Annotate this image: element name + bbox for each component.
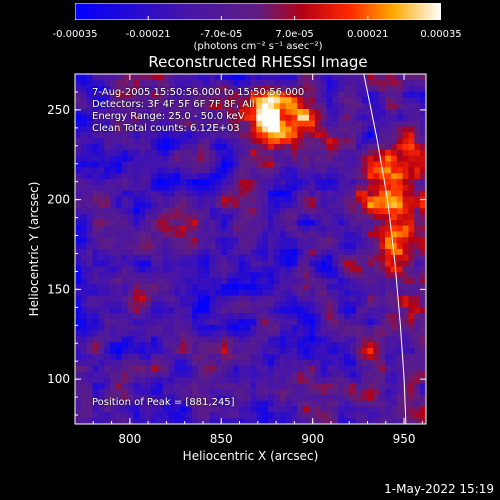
colorbar-tick-label: -0.00035 xyxy=(52,29,98,40)
colorbar-tick-label: 7.0e-05 xyxy=(275,29,314,40)
energy-range-label: Energy Range: 25.0 - 50.0 keV xyxy=(92,111,245,122)
y-tick-label: 250 xyxy=(47,103,70,117)
colorbar-tick-label: -7.0e-05 xyxy=(200,29,243,40)
colorbar-tick-label: -0.00021 xyxy=(125,29,171,40)
footer-date: 1-May-2022 15:19 xyxy=(384,482,494,496)
x-tick-label: 850 xyxy=(210,432,233,446)
y-tick-label: 100 xyxy=(47,372,70,386)
peak-position-label: Position of Peak = [881,245] xyxy=(92,397,235,408)
colorbar-units: (photons cm⁻² s⁻¹ asec⁻²) xyxy=(193,41,323,52)
x-tick-label: 950 xyxy=(393,432,416,446)
detectors-label: Detectors: 3F 4F 5F 6F 7F 8F, All xyxy=(92,99,255,110)
x-axis-label: Heliocentric X (arcsec) xyxy=(183,449,319,463)
chart-title: Reconstructed RHESSI Image xyxy=(148,53,368,71)
solar-limb-line xyxy=(363,74,407,424)
x-tick-label: 800 xyxy=(118,432,141,446)
colorbar-gradient xyxy=(75,3,441,20)
colorbar-tick-label: 0.00035 xyxy=(420,29,462,40)
x-tick-label: 900 xyxy=(301,432,324,446)
y-tick-label: 150 xyxy=(47,282,70,296)
colorbar xyxy=(75,3,441,20)
colorbar-tick-label: 0.00021 xyxy=(347,29,389,40)
time-range-label: 7-Aug-2005 15:50:56.000 to 15:50:56.000 xyxy=(92,87,305,98)
y-tick-label: 200 xyxy=(47,193,70,207)
plot-frame xyxy=(74,73,427,425)
heatmap-cells xyxy=(75,74,427,425)
clean-counts-label: Clean Total counts: 6.12E+03 xyxy=(92,123,240,134)
y-axis-label: Heliocentric Y (arcsec) xyxy=(27,182,41,317)
